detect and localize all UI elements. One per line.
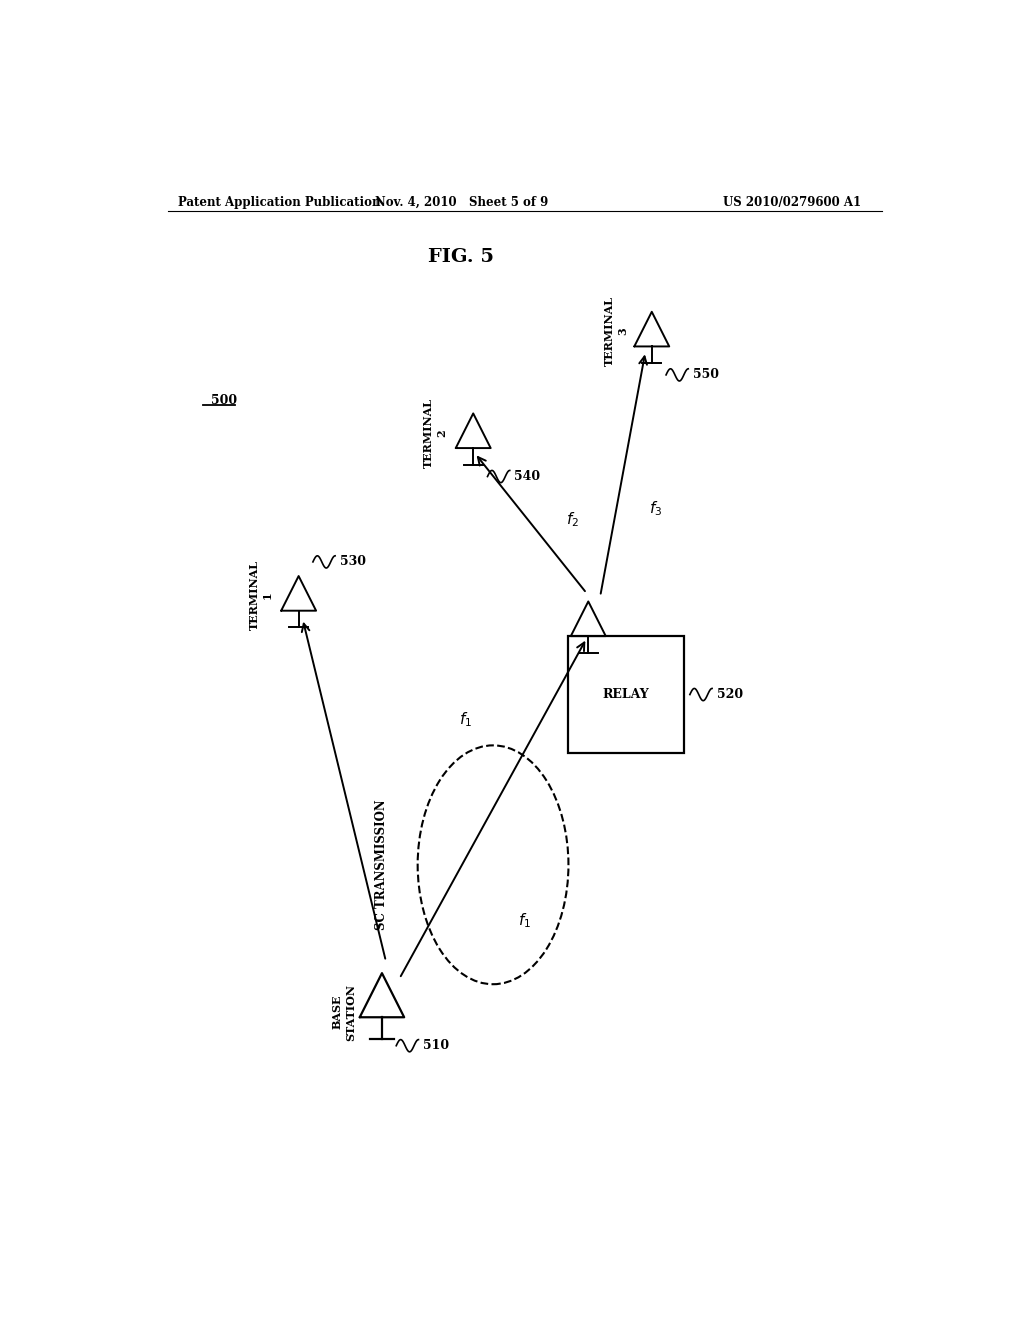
- Text: TERMINAL
1: TERMINAL 1: [249, 561, 272, 631]
- Text: $f_1$: $f_1$: [459, 710, 472, 730]
- Text: BASE
STATION: BASE STATION: [332, 983, 355, 1040]
- Text: 510: 510: [423, 1039, 450, 1052]
- Text: 550: 550: [693, 368, 719, 381]
- Text: $f_3$: $f_3$: [649, 500, 663, 519]
- Text: Patent Application Publication: Patent Application Publication: [178, 195, 381, 209]
- Text: 520: 520: [717, 688, 743, 701]
- Text: FIG. 5: FIG. 5: [428, 248, 495, 265]
- Text: Nov. 4, 2010   Sheet 5 of 9: Nov. 4, 2010 Sheet 5 of 9: [375, 195, 548, 209]
- Text: TERMINAL
2: TERMINAL 2: [423, 397, 447, 467]
- Text: RELAY: RELAY: [602, 688, 649, 701]
- Text: SC TRANSMISSION: SC TRANSMISSION: [376, 800, 388, 931]
- Text: US 2010/0279600 A1: US 2010/0279600 A1: [723, 195, 861, 209]
- Text: $f_2$: $f_2$: [566, 510, 579, 528]
- Text: 540: 540: [514, 470, 541, 483]
- Text: TERMINAL
3: TERMINAL 3: [604, 296, 628, 366]
- Bar: [568, 636, 684, 752]
- Text: 500: 500: [211, 395, 238, 408]
- Text: $f_1$: $f_1$: [518, 911, 531, 931]
- Text: 530: 530: [340, 556, 366, 569]
